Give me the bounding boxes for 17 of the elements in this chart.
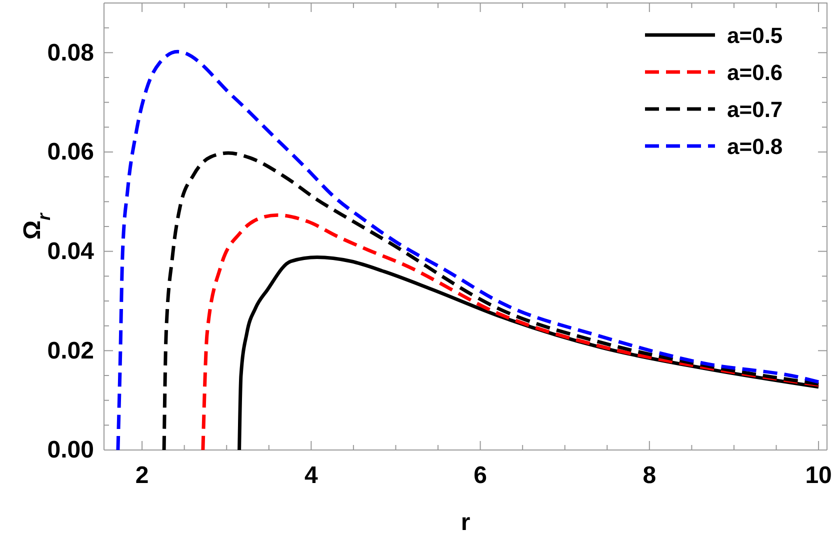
y-tick-label: 0.02 [47, 337, 94, 364]
line-series [201, 213, 820, 450]
y-tick-label: 0.06 [47, 138, 94, 166]
x-tick-label: 2 [135, 462, 149, 490]
x-tick-label: 6 [474, 462, 487, 490]
y-tick-label: 0.04 [47, 238, 95, 266]
legend-label: a=0.7 [727, 97, 783, 122]
legend-label: a=0.6 [727, 60, 783, 85]
y-tick-label: 0.08 [47, 39, 94, 66]
x-tick-label: 8 [642, 462, 656, 490]
legend-label: a=0.8 [727, 134, 783, 159]
legend-label: a=0.5 [727, 23, 783, 48]
x-axis-title: r [460, 509, 470, 536]
x-tick-label: 10 [805, 462, 832, 490]
y-tick-label: 0.00 [47, 436, 94, 464]
x-tick-label: 4 [304, 462, 318, 490]
line-series [116, 50, 820, 450]
